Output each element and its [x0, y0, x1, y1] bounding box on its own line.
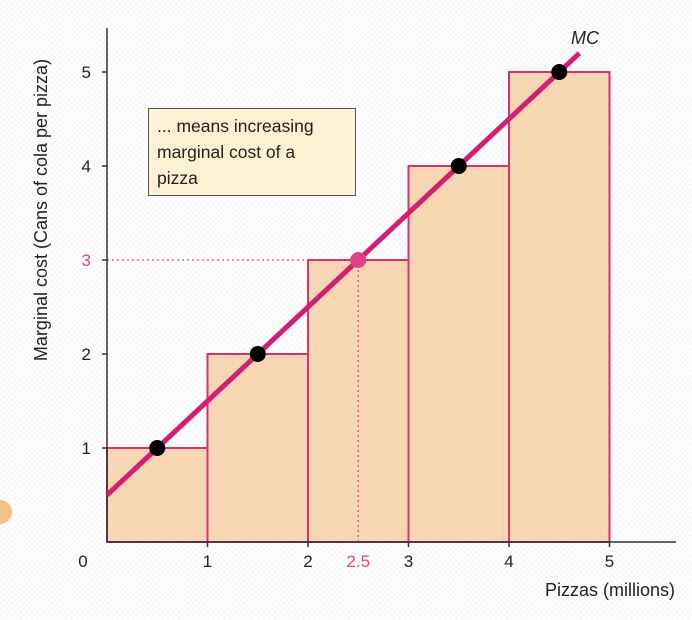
- y-tick-label-highlight: 3: [82, 251, 91, 270]
- x-tick-label: 4: [504, 552, 513, 571]
- y-axis-title: Marginal cost (Cans of cola per pizza): [31, 59, 51, 361]
- axis-titles: Marginal cost (Cans of cola per pizza) Pi…: [31, 59, 675, 600]
- data-point: [551, 64, 568, 80]
- y-tick-label: 2: [82, 345, 91, 364]
- tick-labels: 1 2 4 5 3 0 1 2 3 4 5 2.5: [78, 63, 614, 571]
- bar: [407, 165, 510, 543]
- axes: [106, 28, 676, 543]
- bar: [508, 71, 611, 543]
- guide-lines: [107, 259, 359, 542]
- y-tick-label: 4: [82, 157, 91, 176]
- x-tick-label-highlight: 2.5: [346, 552, 370, 571]
- x-tick-label: 0: [78, 552, 87, 571]
- annotation-line: pizza: [157, 168, 198, 188]
- y-tick-label: 1: [82, 439, 91, 458]
- data-point: [450, 158, 467, 174]
- x-tick-label: 2: [303, 552, 312, 571]
- highlight-point: [350, 252, 367, 268]
- data-point: [149, 440, 166, 456]
- mc-curve-label: MC: [571, 28, 600, 48]
- annotation-line: marginal cost of a: [157, 142, 296, 162]
- data-point: [249, 346, 266, 362]
- points-layer: [149, 64, 568, 456]
- bar: [206, 353, 309, 543]
- bar: [106, 447, 209, 543]
- x-tick-label: 3: [404, 552, 413, 571]
- y-tick-label: 5: [82, 63, 91, 82]
- annotation-line: ... means increasing: [157, 116, 314, 136]
- annotation-box: ... means increasing marginal cost of a …: [148, 108, 356, 196]
- x-tick-label: 1: [203, 552, 212, 571]
- x-tick-label: 5: [605, 552, 614, 571]
- x-axis-title: Pizzas (millions): [545, 580, 675, 600]
- slide-marker-circle: [0, 500, 12, 524]
